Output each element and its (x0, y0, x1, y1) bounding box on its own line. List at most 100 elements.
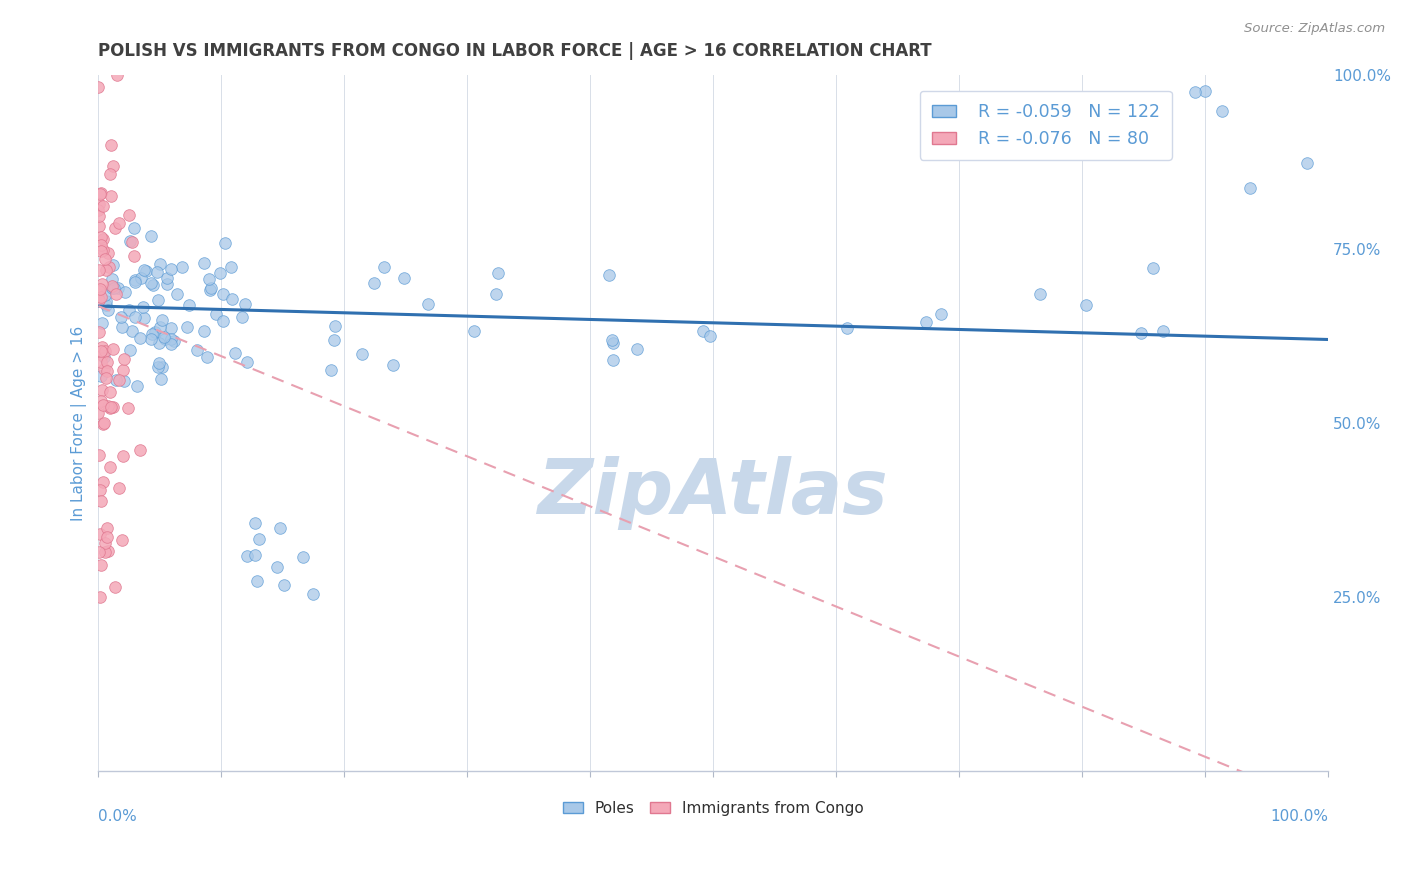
Point (156, 277, 179, 291)
Point (110, 310, 132, 325)
Point (87, 448, 110, 462)
Point (97, 543, 120, 558)
Point (135, 263, 157, 277)
Point (128, 443, 150, 458)
Point (107, 216, 129, 230)
Point (166, 287, 188, 301)
Point (246, 574, 269, 588)
Point (94, 536, 117, 550)
Point (101, 342, 124, 356)
Point (149, 320, 172, 334)
Point (105, 373, 128, 387)
Point (233, 297, 256, 311)
Point (139, 332, 162, 346)
Point (101, 278, 124, 293)
Point (111, 319, 134, 334)
Point (193, 256, 215, 270)
Point (89, 282, 111, 296)
Point (247, 532, 270, 546)
Point (91, 475, 114, 489)
Point (87, 292, 110, 306)
Point (87, 284, 110, 298)
Point (94, 344, 117, 359)
Point (98, 459, 121, 474)
Point (97, 400, 120, 414)
Point (90, 277, 112, 292)
Point (87, 325, 110, 339)
Point (373, 260, 395, 275)
Point (87, 197, 110, 211)
Point (211, 314, 233, 328)
Point (91, 417, 114, 432)
Point (90, 348, 112, 362)
Point (150, 372, 173, 386)
Point (90, 244, 112, 258)
Point (89, 545, 111, 559)
Point (321, 362, 343, 376)
Point (152, 329, 174, 343)
Point (273, 578, 295, 592)
Point (146, 360, 169, 375)
Point (122, 221, 145, 235)
Point (148, 257, 170, 271)
Point (118, 302, 141, 317)
Point (98, 167, 121, 181)
Point (107, 281, 129, 295)
Point (100, 400, 122, 414)
Point (89, 483, 111, 498)
Y-axis label: In Labor Force | Age > 16: In Labor Force | Age > 16 (72, 326, 87, 521)
Point (128, 331, 150, 345)
Point (266, 560, 288, 574)
Point (90, 558, 112, 572)
Point (97, 302, 120, 317)
Point (90, 229, 112, 244)
Point (90, 343, 112, 358)
Point (100, 137, 122, 152)
Point (1239, 181, 1261, 195)
Point (416, 296, 439, 310)
Point (363, 276, 385, 290)
Point (160, 332, 183, 346)
Point (107, 68, 129, 82)
Point (1295, 156, 1317, 170)
Point (1152, 324, 1174, 338)
Point (120, 343, 142, 358)
Point (89, 293, 111, 307)
Point (914, 315, 936, 329)
Point (235, 354, 257, 368)
Point (87, 203, 110, 218)
Point (214, 235, 236, 250)
Point (186, 343, 208, 357)
Point (112, 352, 135, 367)
Point (118, 208, 141, 222)
Point (107, 373, 129, 387)
Point (96, 520, 118, 534)
Point (125, 378, 148, 392)
Text: Source: ZipAtlas.com: Source: ZipAtlas.com (1244, 22, 1385, 36)
Point (699, 329, 721, 343)
Point (96, 371, 118, 385)
Point (204, 307, 226, 321)
Point (121, 235, 143, 249)
Text: 100.0%: 100.0% (1270, 809, 1329, 824)
Point (243, 548, 266, 562)
Point (1184, 85, 1206, 99)
Point (117, 401, 139, 416)
Point (90, 493, 112, 508)
Point (93, 199, 115, 213)
Point (163, 334, 186, 348)
Point (132, 300, 155, 314)
Point (90, 369, 112, 384)
Point (1211, 103, 1233, 118)
Point (155, 271, 177, 285)
Point (602, 352, 624, 367)
Point (1129, 326, 1152, 340)
Point (101, 271, 124, 285)
Point (120, 235, 142, 249)
Point (134, 311, 156, 326)
Point (91, 316, 114, 330)
Point (104, 580, 127, 594)
Point (101, 159, 124, 173)
Point (90, 290, 112, 304)
Point (93, 361, 115, 376)
